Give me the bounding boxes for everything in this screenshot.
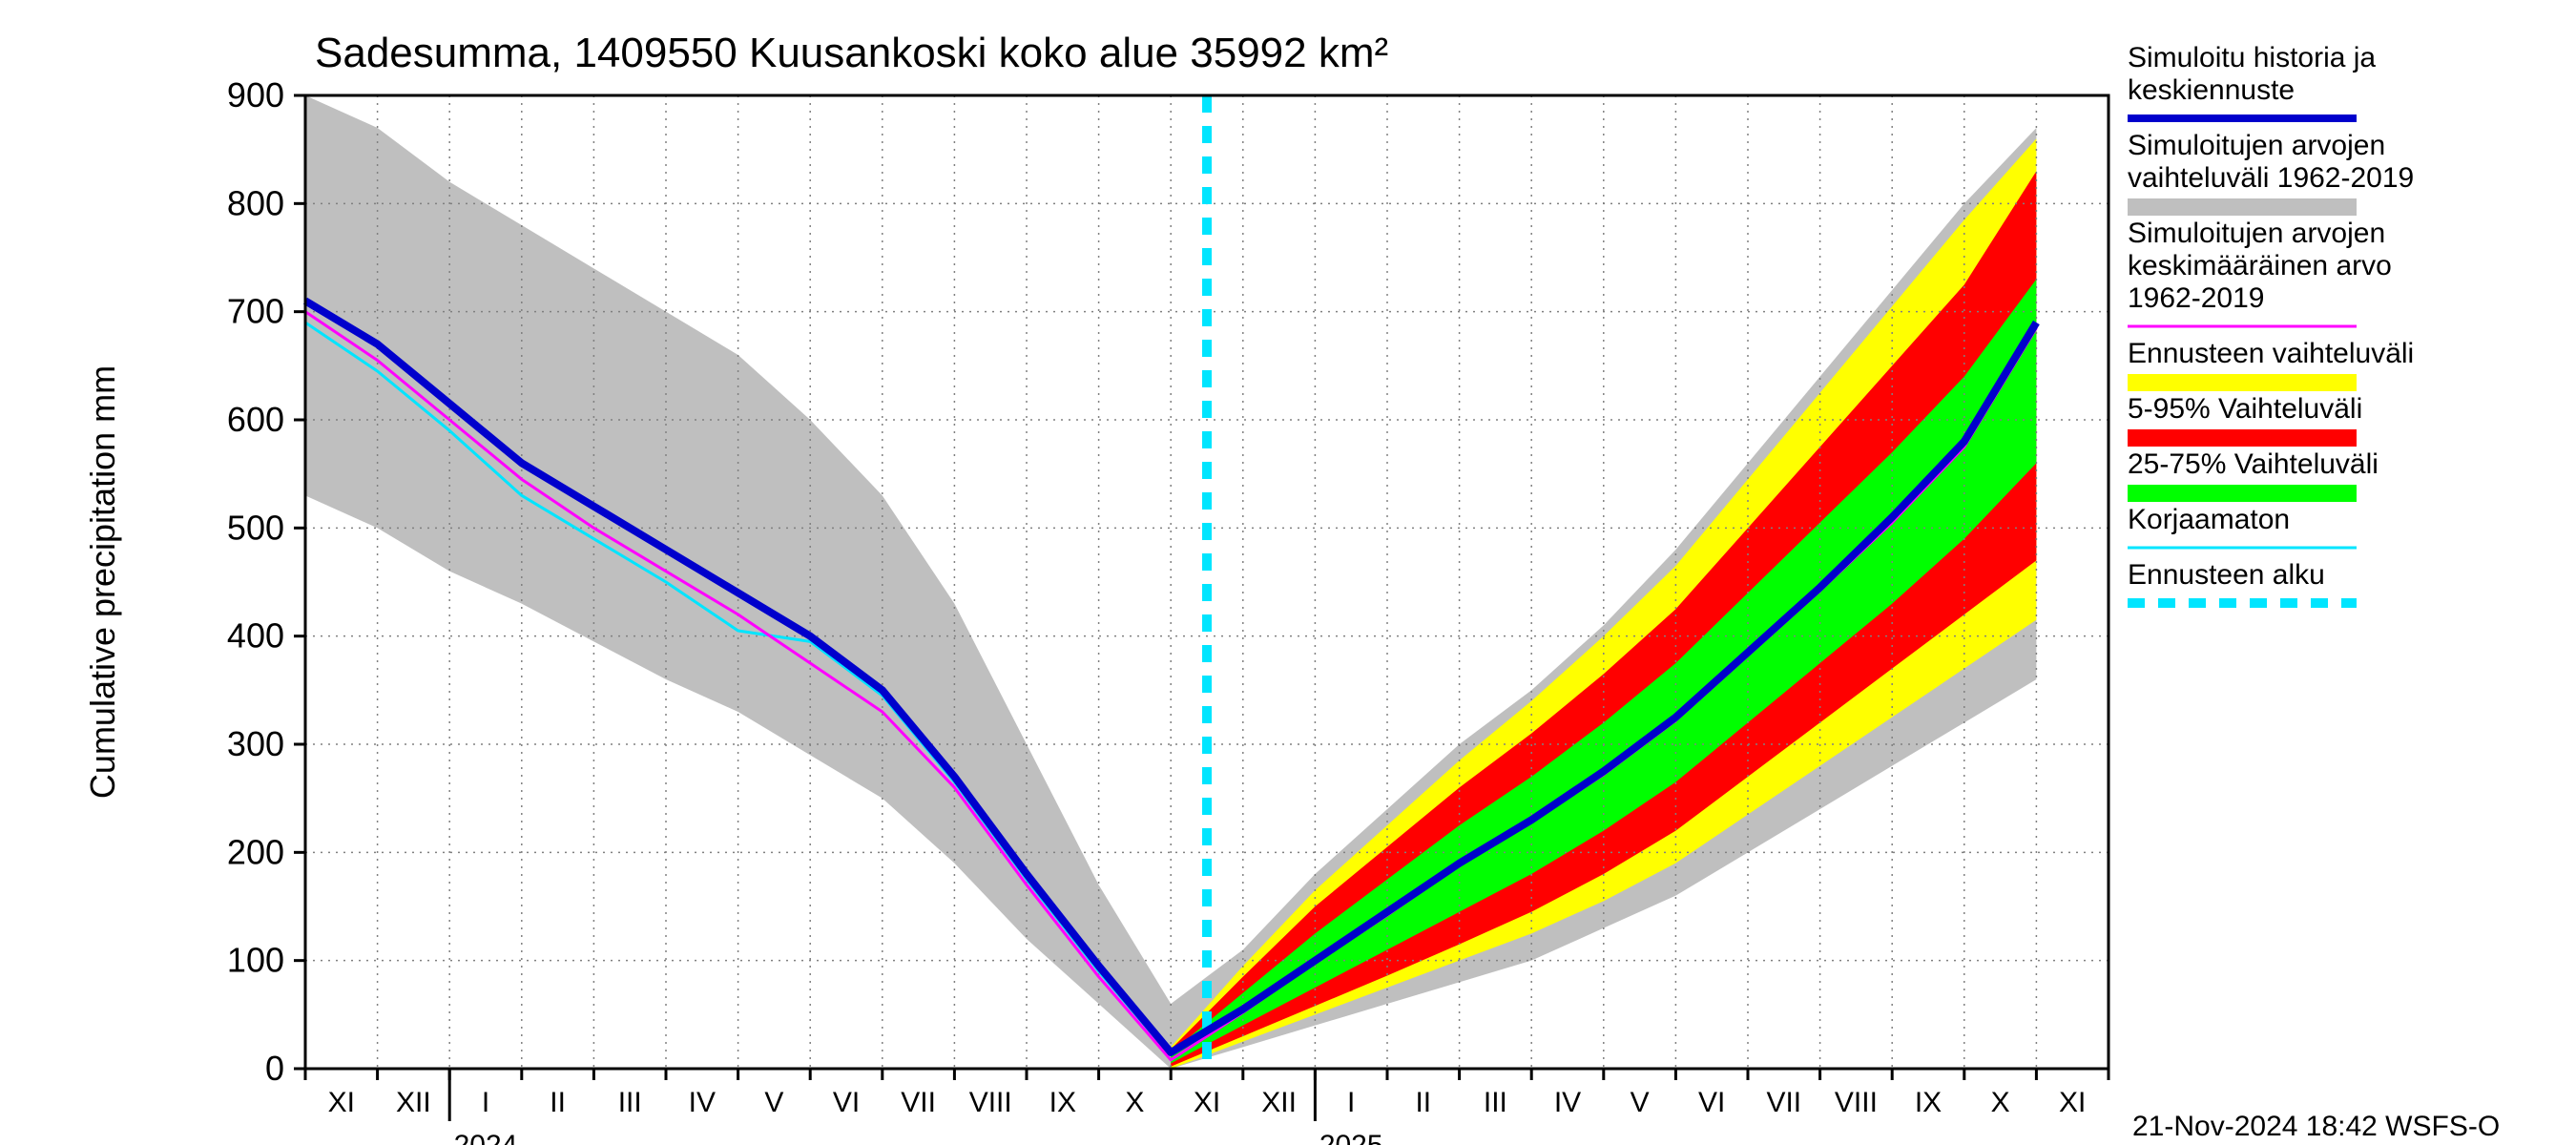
xtick-label: IV (689, 1087, 716, 1118)
xtick-label: VI (833, 1087, 860, 1118)
legend-label: 1962-2019 (2128, 282, 2264, 314)
ytick-label: 400 (227, 616, 284, 656)
xtick-label: VII (901, 1087, 936, 1118)
year-label: 2025 (1319, 1130, 1383, 1145)
xtick-label: VII (1766, 1087, 1801, 1118)
xtick-label: I (1347, 1087, 1355, 1118)
ytick-label: 500 (227, 508, 284, 547)
xtick-label: VIII (969, 1087, 1012, 1118)
legend-label: Korjaamaton (2128, 504, 2290, 535)
xtick-label: II (1415, 1087, 1431, 1118)
xtick-label: II (550, 1087, 566, 1118)
xtick-label: XII (396, 1087, 431, 1118)
legend-label: Simuloitujen arvojen (2128, 130, 2385, 161)
chart-svg: 0100200300400500600700800900XIXIIIIIIIII… (0, 0, 2576, 1145)
xtick-label: XI (328, 1087, 355, 1118)
ytick-label: 600 (227, 400, 284, 439)
legend-swatch (2128, 198, 2357, 216)
legend-label: Simuloitu historia ja (2128, 42, 2376, 73)
xtick-label: X (1125, 1087, 1144, 1118)
ytick-label: 200 (227, 832, 284, 871)
xtick-label: XI (2059, 1087, 2086, 1118)
chart-title: Sadesumma, 1409550 Kuusankoski koko alue… (315, 30, 1388, 76)
xtick-label: IX (1915, 1087, 1942, 1118)
xtick-label: IV (1554, 1087, 1581, 1118)
xtick-label: I (482, 1087, 489, 1118)
xtick-label: XII (1261, 1087, 1297, 1118)
legend-label: Simuloitujen arvojen (2128, 218, 2385, 249)
ytick-label: 0 (265, 1049, 284, 1088)
xtick-label: IX (1049, 1087, 1076, 1118)
ytick-label: 100 (227, 941, 284, 980)
legend-label: 25-75% Vaihteluväli (2128, 448, 2379, 480)
legend-label: keskiennuste (2128, 74, 2295, 106)
y-axis-label: Cumulative precipitation mm (83, 365, 122, 799)
legend-label: Ennusteen alku (2128, 559, 2325, 591)
footer-timestamp: 21-Nov-2024 18:42 WSFS-O (2132, 1111, 2500, 1142)
xtick-label: III (1484, 1087, 1507, 1118)
xtick-label: VI (1698, 1087, 1725, 1118)
xtick-label: XI (1194, 1087, 1220, 1118)
legend-label: 5-95% Vaihteluväli (2128, 393, 2362, 425)
xtick-label: III (618, 1087, 642, 1118)
ytick-label: 700 (227, 292, 284, 331)
xtick-label: X (1991, 1087, 2010, 1118)
ytick-label: 900 (227, 75, 284, 114)
legend-swatch (2128, 429, 2357, 447)
xtick-label: V (764, 1087, 783, 1118)
legend-label: Ennusteen vaihteluväli (2128, 338, 2414, 369)
legend-label: vaihteluväli 1962-2019 (2128, 162, 2414, 194)
legend-label: keskimääräinen arvo (2128, 250, 2392, 281)
legend-swatch (2128, 374, 2357, 391)
chart-container: 0100200300400500600700800900XIXIIIIIIIII… (0, 0, 2576, 1145)
legend-swatch (2128, 485, 2357, 502)
xtick-label: VIII (1835, 1087, 1878, 1118)
year-label: 2024 (454, 1130, 518, 1145)
ytick-label: 800 (227, 183, 284, 222)
xtick-label: V (1631, 1087, 1650, 1118)
ytick-label: 300 (227, 724, 284, 763)
